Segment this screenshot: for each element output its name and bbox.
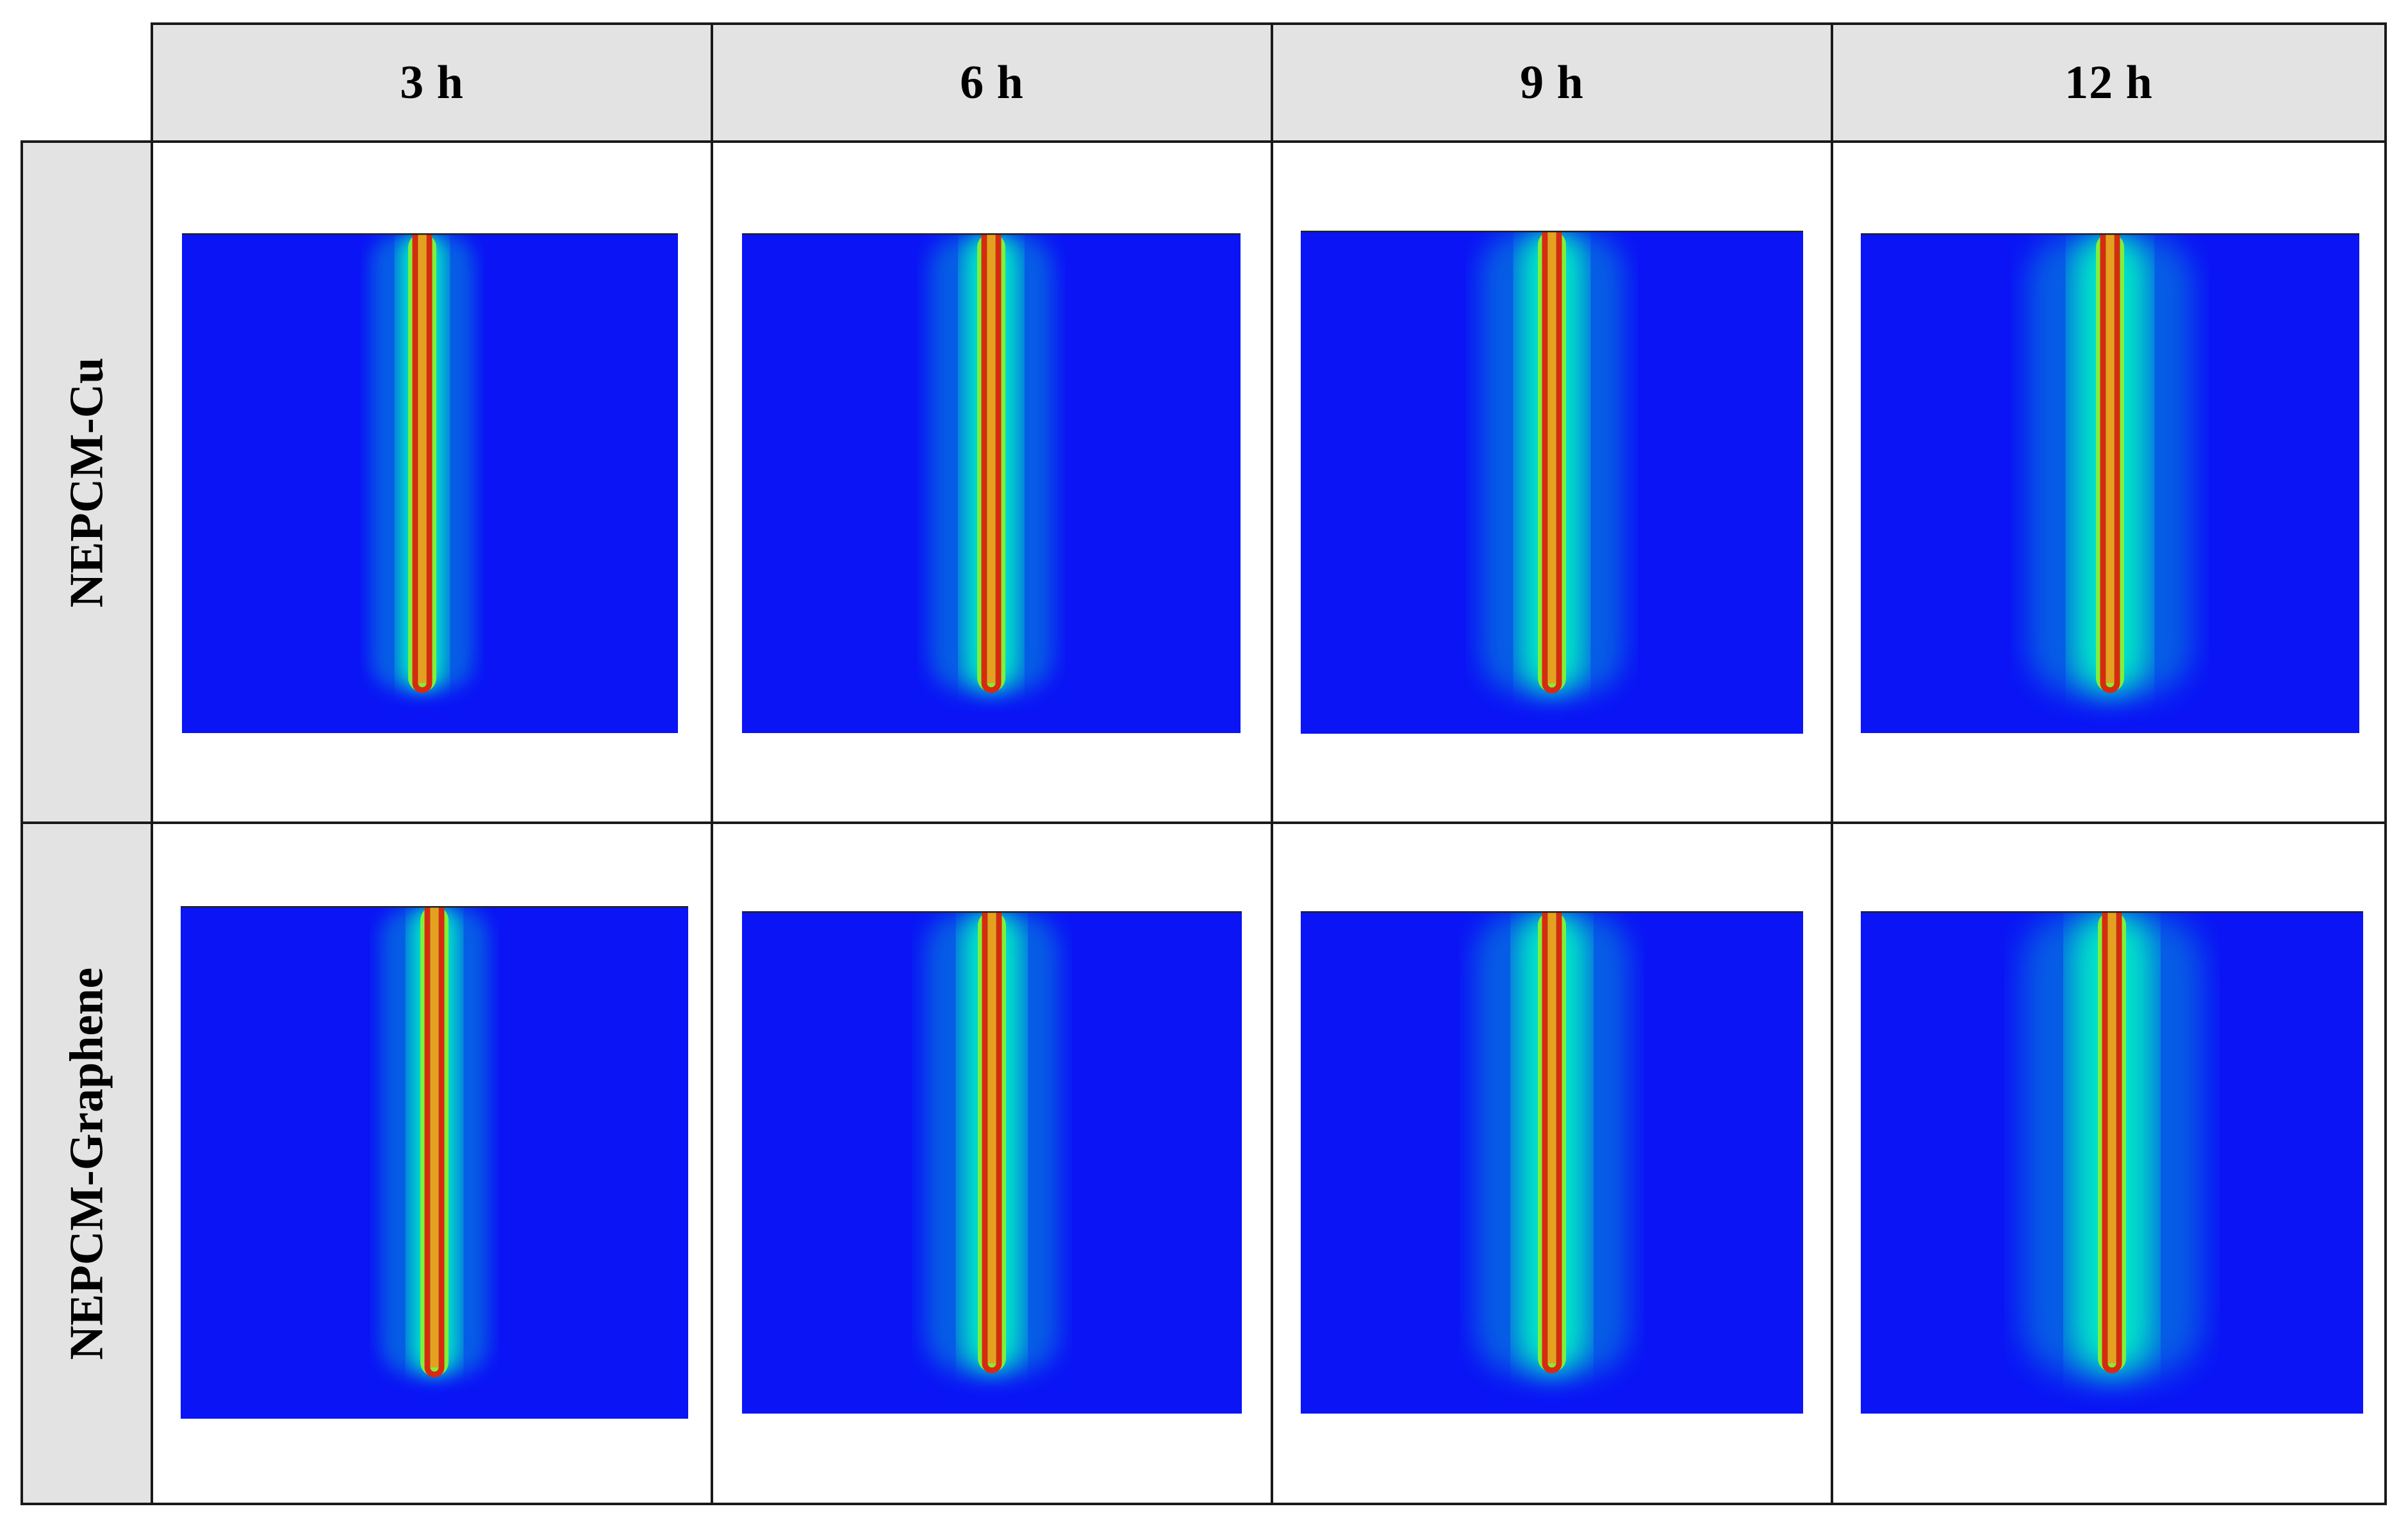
- heat-pipe-core: [2106, 233, 2114, 683]
- heat-pipe-core: [418, 233, 426, 683]
- column-header-label: 6 h: [960, 56, 1024, 109]
- heat-pipe-core: [1548, 911, 1556, 1364]
- temperature-contour-nepcm-graphene-3h: [181, 906, 688, 1419]
- column-header-9h: 9 h: [1271, 22, 1833, 143]
- column-header-label: 12 h: [2065, 56, 2153, 109]
- heat-pipe-u-tube: [424, 906, 445, 1378]
- heat-pipe-core: [2108, 911, 2116, 1364]
- heat-pipe-u-tube: [1542, 911, 1562, 1374]
- column-header-12h: 12 h: [1831, 22, 2387, 143]
- heat-pipe-u-tube: [2100, 233, 2120, 693]
- heat-pipe-u-tube: [981, 233, 1002, 693]
- row-header-label: NEPCM-Graphene: [60, 967, 113, 1360]
- temperature-contour-nepcm-cu-6h: [742, 233, 1241, 733]
- heat-pipe-core: [988, 911, 996, 1364]
- heat-pipe-u-tube: [1542, 231, 1562, 693]
- temperature-contour-nepcm-graphene-9h: [1301, 911, 1803, 1414]
- heat-pipe-u-tube: [982, 911, 1002, 1374]
- temperature-contour-nepcm-cu-3h: [182, 233, 678, 733]
- heat-pipe-core: [431, 906, 438, 1367]
- row-header-label: NEPCM-Cu: [60, 357, 113, 607]
- row-header-nepcm-cu: NEPCM-Cu: [21, 140, 153, 824]
- temperature-contour-nepcm-graphene-12h: [1861, 911, 2363, 1414]
- row-header-nepcm-graphene: NEPCM-Graphene: [21, 821, 153, 1505]
- temperature-contour-nepcm-cu-12h: [1861, 233, 2359, 733]
- heat-pipe-core: [987, 233, 995, 683]
- heat-pipe-u-tube: [2102, 911, 2122, 1374]
- column-header-6h: 6 h: [711, 22, 1273, 143]
- temperature-contour-nepcm-graphene-6h: [742, 911, 1242, 1414]
- column-header-label: 9 h: [1520, 56, 1584, 109]
- column-header-label: 3 h: [400, 56, 464, 109]
- heat-pipe-u-tube: [412, 233, 433, 693]
- column-header-3h: 3 h: [151, 22, 713, 143]
- heat-pipe-core: [1548, 231, 1556, 684]
- temperature-contour-nepcm-cu-9h: [1301, 231, 1803, 734]
